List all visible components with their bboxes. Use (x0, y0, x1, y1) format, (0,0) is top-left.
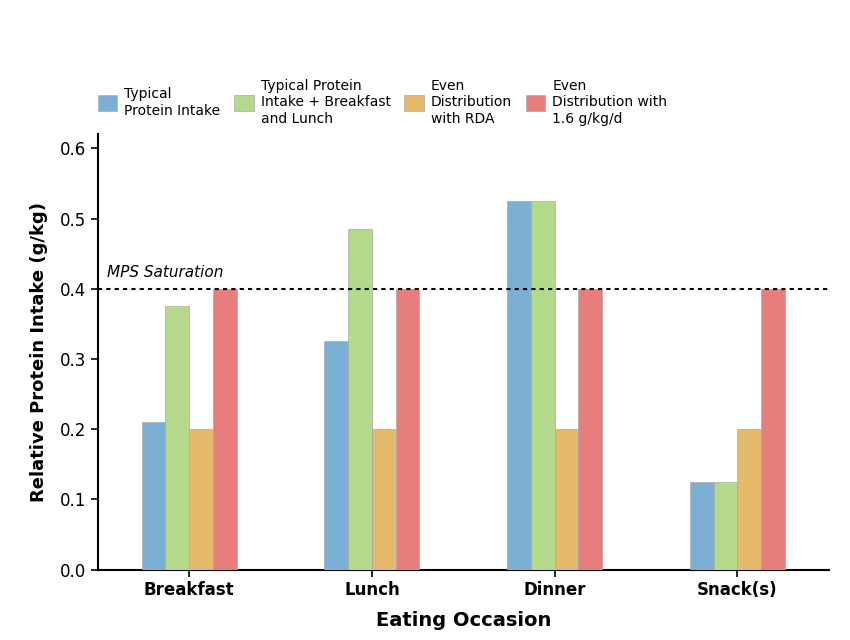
Legend: Typical
Protein Intake, Typical Protein
Intake + Breakfast
and Lunch, Even
Distr: Typical Protein Intake, Typical Protein … (98, 79, 667, 125)
Bar (142, 422, 166, 570)
Bar (189, 429, 212, 570)
Bar (737, 429, 761, 570)
Y-axis label: Relative Protein Intake (g/kg): Relative Protein Intake (g/kg) (31, 202, 48, 502)
Bar (325, 342, 348, 570)
Bar (578, 289, 602, 570)
Bar (690, 482, 714, 570)
Bar (348, 229, 371, 570)
Bar (507, 201, 531, 570)
Bar (761, 289, 785, 570)
Text: MPS Saturation: MPS Saturation (107, 265, 224, 280)
Bar (395, 289, 419, 570)
X-axis label: Eating Occasion: Eating Occasion (376, 611, 551, 630)
Bar (166, 307, 189, 570)
Bar (714, 482, 737, 570)
Bar (212, 289, 236, 570)
Bar (554, 429, 578, 570)
Bar (371, 429, 395, 570)
Bar (531, 201, 554, 570)
